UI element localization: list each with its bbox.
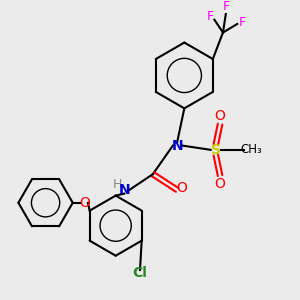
Text: H: H <box>112 178 122 191</box>
Text: O: O <box>215 177 226 191</box>
Text: N: N <box>171 139 183 152</box>
Text: O: O <box>177 182 188 196</box>
Text: O: O <box>79 196 90 210</box>
Text: F: F <box>238 16 246 29</box>
Text: F: F <box>207 10 214 23</box>
Text: N: N <box>118 183 130 197</box>
Text: O: O <box>215 109 226 122</box>
Text: F: F <box>222 0 230 13</box>
Text: Cl: Cl <box>133 266 147 280</box>
Text: S: S <box>211 143 221 157</box>
Text: CH₃: CH₃ <box>241 143 262 156</box>
